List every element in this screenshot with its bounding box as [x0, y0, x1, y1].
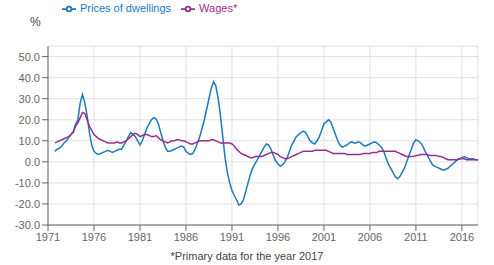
svg-text:1986: 1986 [174, 231, 198, 243]
svg-text:-30.0: -30.0 [15, 219, 40, 231]
svg-text:10.0: 10.0 [19, 135, 40, 147]
svg-text:0.0: 0.0 [25, 156, 40, 168]
svg-text:50.0: 50.0 [19, 51, 40, 63]
svg-text:2006: 2006 [358, 231, 382, 243]
html-text:*Primary data for the year 201: *Primary data for the year 2017 [170, 250, 324, 262]
svg-text:1976: 1976 [82, 231, 106, 243]
svg-text:2016: 2016 [450, 231, 474, 243]
svg-text:2001: 2001 [312, 231, 336, 243]
svg-text:30.0: 30.0 [19, 93, 40, 105]
svg-text:1971: 1971 [36, 231, 60, 243]
html-text:Prices of dwellings: Prices of dwellings [80, 2, 172, 14]
svg-text:-10.0: -10.0 [15, 177, 40, 189]
svg-text:1981: 1981 [128, 231, 152, 243]
svg-text:40.0: 40.0 [19, 72, 40, 84]
svg-text:-20.0: -20.0 [15, 198, 40, 210]
svg-text:2011: 2011 [404, 231, 428, 243]
svg-text:1996: 1996 [266, 231, 290, 243]
svg-text:20.0: 20.0 [19, 114, 40, 126]
svg-text:1991: 1991 [220, 231, 244, 243]
html-text:Wages*: Wages* [199, 2, 238, 14]
